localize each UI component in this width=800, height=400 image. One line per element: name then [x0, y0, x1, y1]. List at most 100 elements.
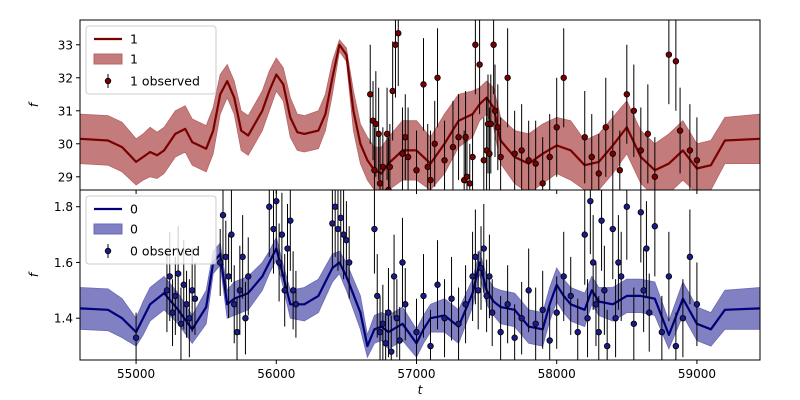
- data-point: [371, 166, 378, 174]
- y-tick-label: 1.8: [54, 200, 73, 214]
- data-point: [382, 340, 389, 347]
- data-point: [379, 163, 387, 171]
- data-point: [476, 61, 483, 68]
- data-point: [466, 180, 473, 187]
- data-point: [166, 273, 173, 280]
- data-point: [518, 314, 525, 322]
- data-point: [658, 328, 666, 336]
- y-tick-label: 33: [58, 38, 73, 52]
- data-point: [637, 209, 645, 216]
- data-point: [424, 163, 431, 171]
- data-point: [225, 273, 232, 280]
- mean-line: [80, 43, 760, 175]
- data-point: [292, 301, 300, 308]
- data-point: [693, 301, 701, 308]
- axes-frame: [79, 189, 761, 361]
- data-point: [462, 301, 469, 308]
- data-point: [518, 147, 525, 154]
- data-point: [609, 150, 616, 157]
- legend: 1 1 1 observed: [85, 25, 217, 95]
- data-point: [388, 348, 395, 355]
- data-point: [546, 153, 553, 161]
- data-point: [399, 259, 406, 266]
- y-axis-label: f: [27, 101, 41, 107]
- data-point: [379, 320, 387, 327]
- data-point: [399, 150, 406, 157]
- data-point: [494, 124, 502, 131]
- data-point: [477, 264, 485, 272]
- data-point: [441, 314, 448, 322]
- data-point: [390, 273, 398, 280]
- x-tick-label: 58000: [538, 367, 576, 381]
- data-point: [469, 273, 476, 280]
- data-point: [174, 270, 182, 277]
- data-point: [163, 287, 171, 294]
- legend-label-observed: 0 observed: [130, 244, 200, 259]
- data-point: [180, 281, 187, 288]
- data-point: [595, 170, 602, 177]
- data-point: [396, 337, 403, 344]
- data-point: [588, 153, 595, 161]
- data-point: [560, 74, 567, 81]
- data-point: [434, 74, 441, 81]
- data-point: [420, 292, 427, 300]
- data-point: [404, 153, 412, 161]
- data-point: [402, 301, 409, 308]
- data-point: [474, 287, 482, 294]
- data-point: [273, 197, 280, 205]
- data-point: [589, 259, 597, 266]
- data-point: [630, 320, 638, 327]
- data-point: [581, 231, 588, 238]
- data-point: [486, 150, 493, 157]
- data-point: [331, 203, 339, 210]
- data-point: [672, 342, 680, 350]
- data-point: [343, 236, 350, 244]
- data-point: [441, 157, 448, 164]
- data-point: [231, 301, 238, 308]
- data-point: [449, 143, 457, 151]
- data-point: [651, 173, 659, 180]
- data-point: [603, 342, 611, 350]
- data-point: [602, 124, 609, 131]
- legend-label-band: 0: [130, 222, 138, 237]
- data-point: [266, 203, 273, 210]
- data-point: [609, 225, 616, 233]
- y-tick-label: 29: [58, 170, 73, 184]
- legend-label-mean: 1: [130, 32, 138, 47]
- data-point: [665, 51, 673, 58]
- data-point: [177, 320, 185, 327]
- data-point: [592, 301, 600, 308]
- data-point: [511, 334, 518, 341]
- data-point: [455, 133, 462, 141]
- data-point: [233, 328, 241, 336]
- data-point: [525, 157, 532, 164]
- data-point: [480, 157, 487, 164]
- data-point: [376, 328, 384, 336]
- data-point: [172, 292, 179, 300]
- data-point: [651, 223, 659, 230]
- data-point: [581, 133, 588, 141]
- x-tick-label: 55000: [117, 367, 155, 381]
- data-point: [222, 253, 230, 261]
- data-point: [219, 211, 227, 219]
- data-point: [427, 342, 434, 350]
- data-point: [385, 309, 392, 316]
- data-point: [616, 166, 623, 174]
- data-point: [462, 133, 469, 141]
- data-point: [455, 320, 462, 327]
- data-point: [371, 225, 378, 233]
- data-point: [511, 150, 518, 157]
- y-axis-label: f: [27, 271, 41, 277]
- data-point: [375, 130, 382, 138]
- data-point: [463, 173, 471, 180]
- data-point: [497, 328, 504, 336]
- data-point: [623, 91, 631, 98]
- data-point: [270, 225, 277, 233]
- data-point: [472, 253, 479, 261]
- data-point: [448, 295, 455, 302]
- data-point: [395, 30, 402, 37]
- data-point: [601, 287, 608, 294]
- data-point: [617, 273, 625, 280]
- data-point: [646, 309, 653, 316]
